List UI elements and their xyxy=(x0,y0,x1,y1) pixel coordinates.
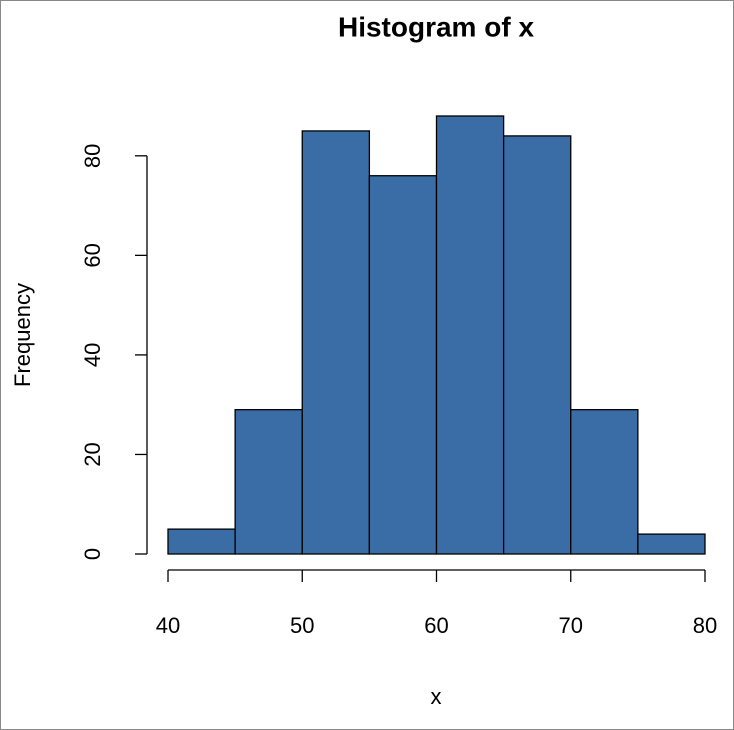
x-tick-label: 40 xyxy=(156,613,180,638)
chart-title: Histogram of x xyxy=(338,11,534,42)
bar xyxy=(301,130,371,555)
bar xyxy=(234,409,303,555)
bar xyxy=(368,175,438,555)
x-tick-label: 50 xyxy=(290,613,314,638)
bar xyxy=(570,409,639,555)
x-tick-label: 70 xyxy=(559,613,583,638)
x-axis-label: x xyxy=(431,684,442,709)
bar xyxy=(502,135,572,555)
x-tick-label: 60 xyxy=(424,613,448,638)
y-axis-label: Frequency xyxy=(10,283,35,387)
x-tick-label: 80 xyxy=(693,613,717,638)
y-tick-label: 60 xyxy=(80,243,105,267)
y-tick-label: 20 xyxy=(80,442,105,466)
y-tick-label: 0 xyxy=(80,548,105,560)
bar xyxy=(637,533,706,555)
bar xyxy=(167,528,236,555)
y-tick-label: 40 xyxy=(80,343,105,367)
y-tick-label: 80 xyxy=(80,144,105,168)
bar xyxy=(435,115,505,555)
